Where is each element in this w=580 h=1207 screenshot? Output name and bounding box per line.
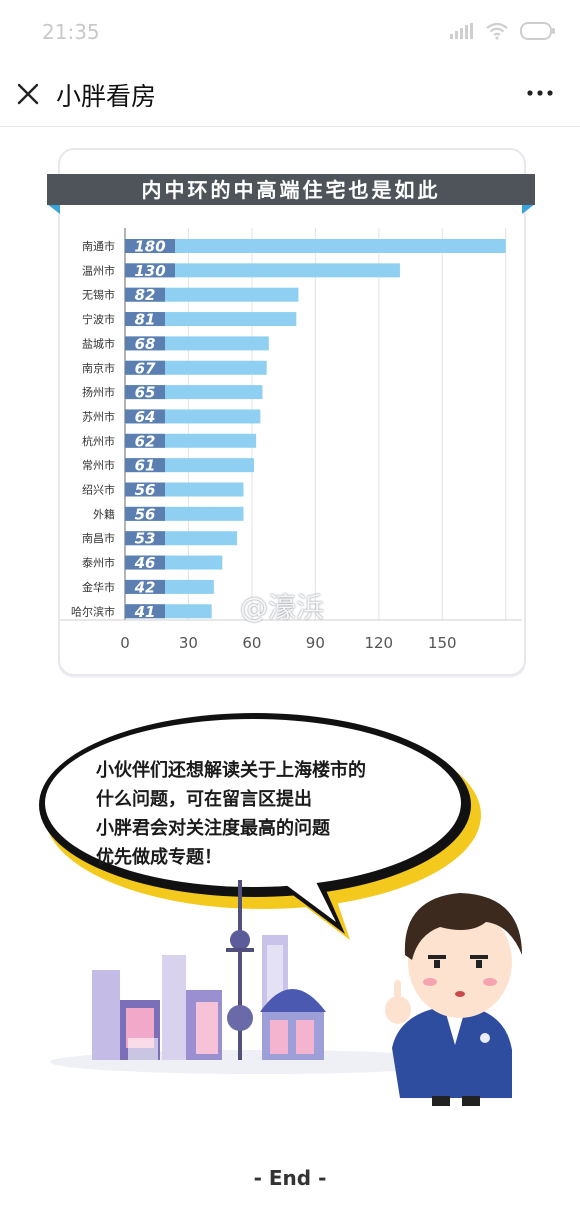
- value-label-bg: [125, 385, 165, 400]
- value-label: 61: [135, 457, 156, 475]
- value-label: 53: [135, 530, 156, 548]
- value-label: 62: [135, 432, 156, 450]
- value-label-bg: [125, 433, 165, 448]
- value-label-bg: [125, 360, 165, 375]
- value-label: 68: [135, 335, 156, 353]
- value-label-bg: [125, 579, 165, 594]
- category-label: 常州市: [82, 458, 115, 472]
- nav-bar: 小胖看房: [0, 62, 580, 127]
- status-bar: 21:35: [0, 0, 580, 62]
- category-label: 南通市: [82, 239, 115, 253]
- status-icons: [450, 22, 556, 40]
- status-time: 21:35: [42, 20, 100, 44]
- bubble-line: 优先做成专题！: [96, 847, 222, 868]
- x-tick-label: 120: [364, 634, 393, 652]
- value-label-bg: [125, 312, 165, 327]
- value-label-bg: [125, 555, 165, 570]
- chart-title-banner: [47, 174, 535, 205]
- close-icon[interactable]: [14, 80, 42, 108]
- category-label: 盐城市: [82, 336, 115, 350]
- x-tick-label: 30: [179, 634, 198, 652]
- more-icon[interactable]: [524, 78, 556, 108]
- x-tick-label: 0: [120, 634, 130, 652]
- bubble-line: 什么问题，可在留言区提出: [96, 789, 312, 810]
- bar: [125, 239, 506, 253]
- value-label-bg: [125, 409, 165, 424]
- page-title: 小胖看房: [56, 82, 157, 111]
- value-label-bg: [125, 531, 165, 546]
- end-mark: - End -: [253, 1166, 327, 1190]
- value-label: 64: [135, 408, 156, 426]
- bubble-line: 小伙伴们还想解读关于上海楼市的: [96, 760, 366, 781]
- category-label: 扬州市: [82, 385, 115, 399]
- value-label: 81: [135, 311, 156, 329]
- speech-bubble: [39, 713, 481, 940]
- category-label: 杭州市: [82, 434, 115, 448]
- category-label: 哈尔滨市: [71, 604, 115, 618]
- value-label-bg: [125, 336, 165, 351]
- value-label: 130: [134, 262, 165, 280]
- chart-title: 内中环的中高端住宅也是如此: [142, 178, 441, 202]
- chart-axis: 0 30 60 90 120 150 南通市温州市无锡市宁波市盐城市南京市扬州市苏州市杭州市…: [60, 239, 522, 652]
- bar: [125, 263, 400, 278]
- value-label: 46: [134, 554, 156, 572]
- x-tick-label: 60: [242, 634, 261, 652]
- x-tick-label: 90: [306, 634, 325, 652]
- bar: [125, 287, 299, 302]
- value-label-bg: [125, 482, 165, 497]
- category-label: 苏州市: [82, 409, 115, 423]
- category-label: 南京市: [82, 361, 115, 375]
- illustration: [39, 713, 522, 1106]
- value-label: 56: [135, 481, 156, 499]
- title-banner-right-fold: [522, 204, 535, 214]
- value-label: 65: [135, 384, 156, 402]
- value-label: 180: [134, 238, 165, 256]
- category-label: 南昌市: [82, 531, 115, 545]
- value-label: 41: [134, 603, 156, 621]
- value-label: 56: [135, 505, 156, 523]
- title-banner-left-fold: [47, 204, 60, 214]
- value-label-bg: [125, 287, 165, 302]
- bar: [125, 312, 297, 327]
- value-label-bg: [125, 506, 165, 521]
- battery-icon: [520, 22, 555, 40]
- cartoon-character: [385, 893, 522, 1106]
- category-label: 金华市: [82, 580, 115, 594]
- value-label: 42: [134, 578, 156, 596]
- value-label-bg: [125, 263, 175, 278]
- category-label: 泰州市: [82, 556, 115, 570]
- value-label: 67: [135, 359, 156, 377]
- category-label: 温州市: [82, 263, 115, 277]
- value-label: 82: [135, 286, 156, 304]
- signal-icon: [450, 23, 473, 39]
- chart-bars: 180 130 82 81 68 67 65 64 62 61 56 56 53 46 42 41: [125, 238, 506, 621]
- category-label: 宁波市: [82, 312, 115, 326]
- city-skyline: [92, 880, 326, 1060]
- bubble-line: 小胖君会对关注度最高的问题: [96, 818, 330, 839]
- value-label-bg: [125, 604, 165, 619]
- value-label-bg: [125, 239, 175, 253]
- value-label-bg: [125, 458, 165, 473]
- x-tick-label: 150: [428, 634, 457, 652]
- wifi-icon: [486, 22, 508, 40]
- watermark: @濠浜: [240, 591, 325, 624]
- bar-chart: 内中环的中高端住宅也是如此 180 130 82 81 68 67 65 64 62 61 56 56…: [47, 174, 535, 652]
- category-label: 外籍: [93, 507, 115, 521]
- category-label: 绍兴市: [82, 483, 115, 497]
- category-label: 无锡市: [82, 288, 115, 302]
- speech-bubble-text: 小伙伴们还想解读关于上海楼市的 什么问题，可在留言区提出 小胖君会对关注度最高的…: [96, 756, 426, 872]
